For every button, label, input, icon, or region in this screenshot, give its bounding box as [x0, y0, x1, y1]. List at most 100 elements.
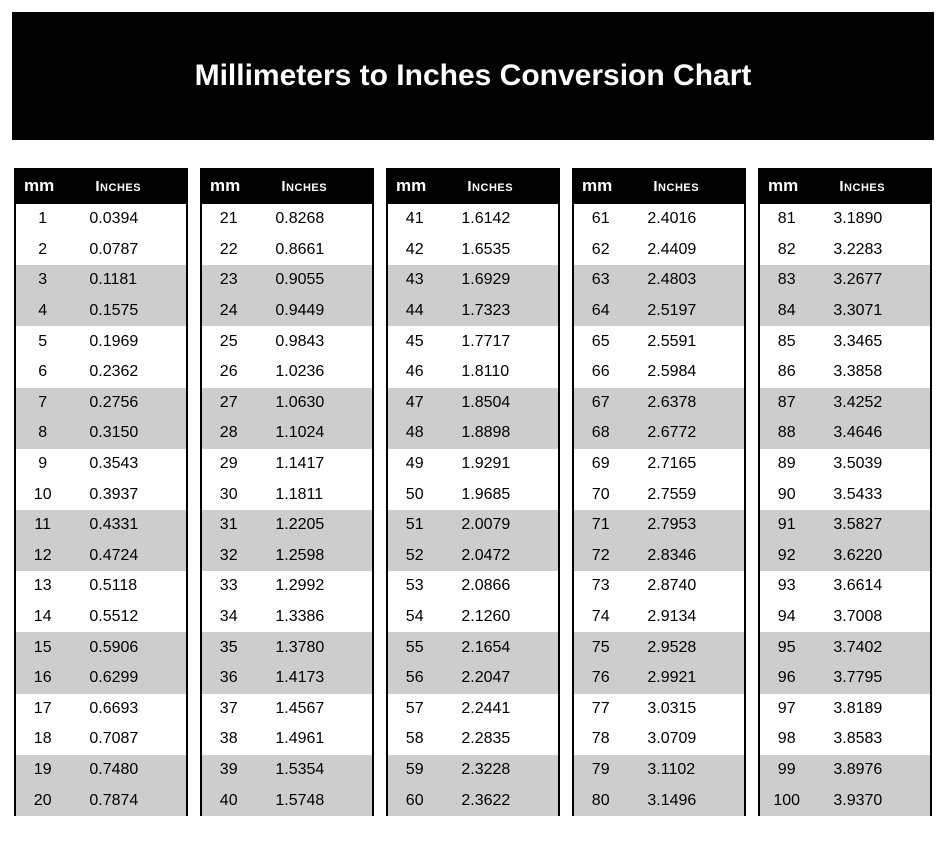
cell-inches: 3.7402 — [831, 639, 930, 657]
cell-mm: 54 — [388, 608, 459, 626]
table-row: 783.0709 — [574, 724, 744, 755]
cell-inches: 0.2362 — [87, 363, 186, 381]
table-row: 130.5118 — [16, 571, 186, 602]
cell-mm: 95 — [760, 639, 831, 657]
cell-inches: 3.8583 — [831, 730, 930, 748]
cell-inches: 3.4646 — [831, 424, 930, 442]
cell-inches: 2.2441 — [459, 700, 558, 718]
cell-inches: 2.0866 — [459, 577, 558, 595]
cell-mm: 81 — [760, 210, 831, 228]
column-header: mmInches — [202, 168, 372, 204]
table-row: 220.8661 — [202, 235, 372, 266]
table-row: 532.0866 — [388, 571, 558, 602]
cell-mm: 60 — [388, 792, 459, 810]
table-row: 572.2441 — [388, 694, 558, 725]
cell-mm: 13 — [16, 577, 87, 595]
table-row: 742.9134 — [574, 602, 744, 633]
table-row: 180.7087 — [16, 724, 186, 755]
cell-mm: 98 — [760, 730, 831, 748]
header-mm: mm — [388, 176, 467, 196]
cell-inches: 1.5354 — [273, 761, 372, 779]
cell-inches: 1.1811 — [273, 486, 372, 504]
table-row: 150.5906 — [16, 632, 186, 663]
cell-inches: 2.0472 — [459, 547, 558, 565]
cell-inches: 2.5984 — [645, 363, 744, 381]
cell-inches: 3.6220 — [831, 547, 930, 565]
column-header: mmInches — [388, 168, 558, 204]
cell-inches: 3.2677 — [831, 271, 930, 289]
cell-mm: 9 — [16, 455, 87, 473]
cell-mm: 28 — [202, 424, 273, 442]
cell-inches: 3.5433 — [831, 486, 930, 504]
conversion-column: mmInches210.8268220.8661230.9055240.9449… — [200, 168, 374, 816]
cell-inches: 0.3150 — [87, 424, 186, 442]
cell-mm: 15 — [16, 639, 87, 657]
cell-mm: 34 — [202, 608, 273, 626]
table-row: 642.5197 — [574, 296, 744, 327]
header-mm: mm — [202, 176, 281, 196]
cell-mm: 20 — [16, 792, 87, 810]
cell-mm: 27 — [202, 394, 273, 412]
cell-inches: 3.7008 — [831, 608, 930, 626]
cell-inches: 0.6299 — [87, 669, 186, 687]
table-row: 421.6535 — [388, 235, 558, 266]
cell-inches: 3.1102 — [645, 761, 744, 779]
cell-mm: 92 — [760, 547, 831, 565]
table-row: 542.1260 — [388, 602, 558, 633]
table-row: 923.6220 — [760, 541, 930, 572]
header-inches: Inches — [281, 178, 372, 195]
cell-inches: 1.6142 — [459, 210, 558, 228]
cell-mm: 93 — [760, 577, 831, 595]
cell-inches: 0.9055 — [273, 271, 372, 289]
cell-inches: 1.5748 — [273, 792, 372, 810]
table-row: 672.6378 — [574, 388, 744, 419]
table-row: 50.1969 — [16, 326, 186, 357]
cell-mm: 91 — [760, 516, 831, 534]
cell-inches: 3.4252 — [831, 394, 930, 412]
cell-mm: 3 — [16, 271, 87, 289]
conversion-column: mmInches612.4016622.4409632.4803642.5197… — [572, 168, 746, 816]
cell-mm: 43 — [388, 271, 459, 289]
cell-inches: 2.1654 — [459, 639, 558, 657]
header-inches: Inches — [467, 178, 558, 195]
cell-mm: 4 — [16, 302, 87, 320]
cell-mm: 1 — [16, 210, 87, 228]
cell-inches: 3.8976 — [831, 761, 930, 779]
table-row: 762.9921 — [574, 663, 744, 694]
conversion-column: mmInches411.6142421.6535431.6929441.7323… — [386, 168, 560, 816]
cell-inches: 2.7953 — [645, 516, 744, 534]
table-row: 240.9449 — [202, 296, 372, 327]
cell-mm: 73 — [574, 577, 645, 595]
cell-inches: 1.3386 — [273, 608, 372, 626]
cell-mm: 96 — [760, 669, 831, 687]
table-row: 461.8110 — [388, 357, 558, 388]
cell-inches: 2.3622 — [459, 792, 558, 810]
header-inches: Inches — [839, 178, 930, 195]
cell-mm: 10 — [16, 486, 87, 504]
table-row: 190.7480 — [16, 755, 186, 786]
cell-mm: 7 — [16, 394, 87, 412]
cell-inches: 2.6378 — [645, 394, 744, 412]
cell-mm: 16 — [16, 669, 87, 687]
cell-mm: 78 — [574, 730, 645, 748]
cell-mm: 67 — [574, 394, 645, 412]
table-row: 291.1417 — [202, 449, 372, 480]
cell-inches: 3.0315 — [645, 700, 744, 718]
cell-mm: 29 — [202, 455, 273, 473]
table-row: 702.7559 — [574, 479, 744, 510]
cell-mm: 75 — [574, 639, 645, 657]
cell-inches: 2.5197 — [645, 302, 744, 320]
cell-inches: 2.2835 — [459, 730, 558, 748]
cell-mm: 63 — [574, 271, 645, 289]
cell-mm: 69 — [574, 455, 645, 473]
cell-inches: 0.8268 — [273, 210, 372, 228]
cell-mm: 8 — [16, 424, 87, 442]
cell-mm: 82 — [760, 241, 831, 259]
cell-inches: 0.1181 — [87, 271, 186, 289]
table-row: 732.8740 — [574, 571, 744, 602]
table-row: 200.7874 — [16, 785, 186, 816]
cell-inches: 0.9843 — [273, 333, 372, 351]
cell-inches: 1.7323 — [459, 302, 558, 320]
cell-mm: 85 — [760, 333, 831, 351]
cell-inches: 0.6693 — [87, 700, 186, 718]
